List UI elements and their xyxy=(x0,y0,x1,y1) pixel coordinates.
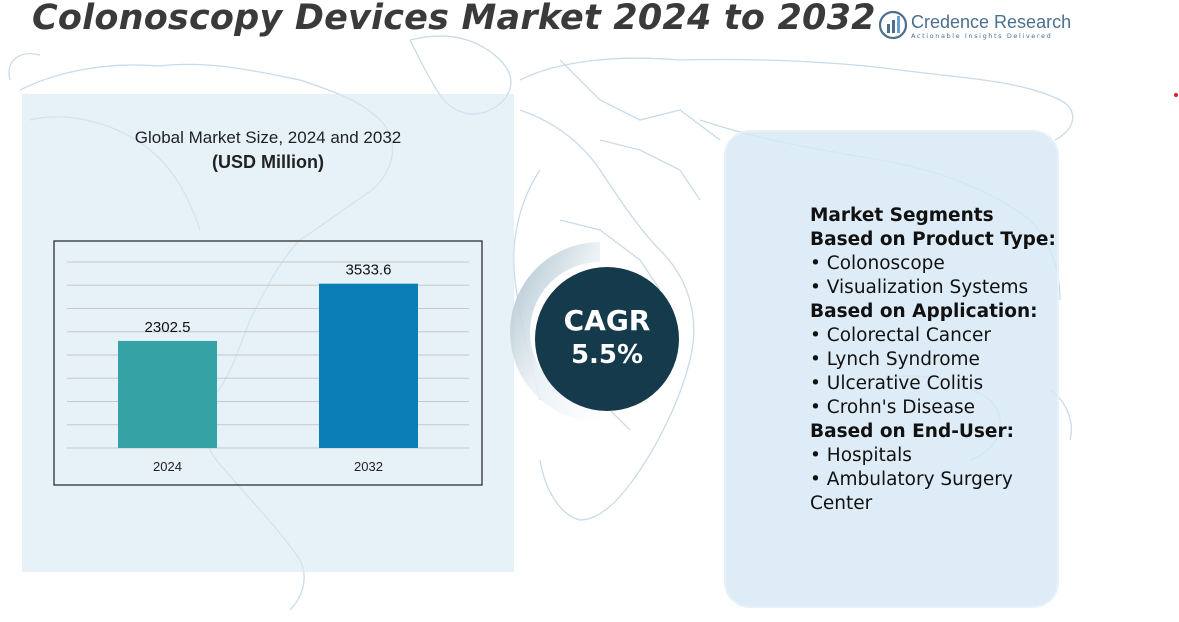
chart-labels: 2302.5 2024 3533.6 2032 xyxy=(145,262,392,474)
segments-card xyxy=(724,130,1059,608)
cagr-value: 5.5% xyxy=(570,340,644,370)
cagr-label: CAGR xyxy=(563,304,651,337)
segment-group-title: Based on Application: xyxy=(810,301,1038,322)
red-dot xyxy=(1174,93,1178,97)
segments-heading: Market Segments xyxy=(810,205,994,226)
logo-mark-icon xyxy=(878,10,908,40)
segment-item: • Ulcerative Colitis xyxy=(810,373,984,394)
segment-item: • Lynch Syndrome xyxy=(810,349,980,370)
x-tick-label-2032: 2032 xyxy=(354,459,383,474)
chart-subtitle: (USD Million) xyxy=(212,152,324,172)
x-tick-label-2024: 2024 xyxy=(153,459,182,474)
cagr-ring xyxy=(510,242,679,422)
segment-item: • Hospitals xyxy=(810,445,912,466)
chart-title: Global Market Size, 2024 and 2032 xyxy=(134,128,402,147)
segment-item: • Ambulatory Surgery Center xyxy=(810,469,1013,514)
segment-group-title: Based on Product Type: xyxy=(810,229,1056,250)
bar-2024 xyxy=(118,340,217,448)
chart-bars xyxy=(118,283,418,448)
logo-name: Credence Research xyxy=(911,12,1072,32)
data-label-2024: 2302.5 xyxy=(145,319,191,336)
segment-group-title: Based on End-User: xyxy=(810,421,1014,442)
page-title: Colonoscopy Devices Market 2024 to 2032 xyxy=(32,0,876,38)
bar-2032 xyxy=(319,283,418,448)
chart-frame xyxy=(53,240,483,486)
segment-item: • Visualization Systems xyxy=(810,277,1029,298)
credence-logo: Credence Research Actionable Insights De… xyxy=(878,10,1072,46)
logo-tagline: Actionable Insights Delivered xyxy=(911,32,1053,40)
segments-list: Market Segments Based on Product Type: •… xyxy=(810,204,1056,516)
segment-item: • Colonoscope xyxy=(810,253,945,274)
cagr-circle xyxy=(535,267,679,411)
chart-panel xyxy=(22,94,514,572)
segment-item: • Crohn's Disease xyxy=(810,397,976,418)
data-label-2032: 3533.6 xyxy=(346,262,392,279)
segment-item: • Colorectal Cancer xyxy=(810,325,991,346)
